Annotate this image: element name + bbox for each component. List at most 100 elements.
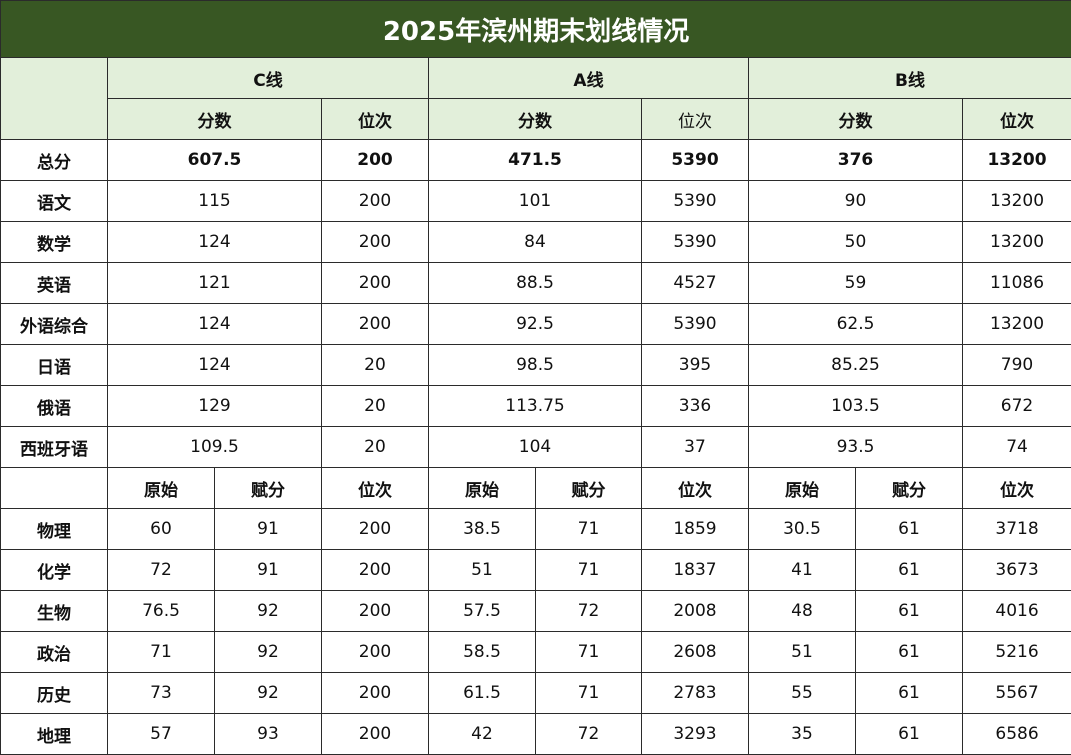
row-label: 历史 <box>1 673 108 714</box>
raw-score-cell: 30.5 <box>749 509 856 550</box>
rank-cell: 3293 <box>642 714 749 755</box>
row-label: 西班牙语 <box>1 427 108 468</box>
score-cell: 104 <box>429 427 642 468</box>
column-header: 赋分 <box>215 468 322 509</box>
rank-cell: 200 <box>322 222 429 263</box>
sub-header-score: 分数 <box>108 99 322 140</box>
scaled-score-cell: 61 <box>856 673 963 714</box>
score-cell: 124 <box>108 345 322 386</box>
scaled-score-cell: 61 <box>856 714 963 755</box>
scaled-score-cell: 61 <box>856 632 963 673</box>
sub-header-rank: 位次 <box>642 99 749 140</box>
rank-cell: 200 <box>322 509 429 550</box>
score-cell: 62.5 <box>749 304 963 345</box>
raw-score-cell: 57.5 <box>429 591 536 632</box>
rank-cell: 5390 <box>642 304 749 345</box>
rank-cell: 13200 <box>963 140 1071 181</box>
rank-cell: 11086 <box>963 263 1071 304</box>
rank-cell: 20 <box>322 427 429 468</box>
score-cell: 129 <box>108 386 322 427</box>
score-cell: 88.5 <box>429 263 642 304</box>
rank-cell: 200 <box>322 181 429 222</box>
row-label: 英语 <box>1 263 108 304</box>
scaled-score-cell: 61 <box>856 591 963 632</box>
rank-cell: 20 <box>322 345 429 386</box>
row-label: 化学 <box>1 550 108 591</box>
raw-score-cell: 73 <box>108 673 215 714</box>
score-cell: 124 <box>108 304 322 345</box>
rank-cell: 200 <box>322 140 429 181</box>
rank-cell: 3673 <box>963 550 1071 591</box>
raw-score-cell: 55 <box>749 673 856 714</box>
row-label: 物理 <box>1 509 108 550</box>
rank-cell: 200 <box>322 591 429 632</box>
score-cell: 98.5 <box>429 345 642 386</box>
group-header-a: A线 <box>429 58 749 99</box>
raw-score-cell: 71 <box>108 632 215 673</box>
score-cell: 85.25 <box>749 345 963 386</box>
column-header: 原始 <box>749 468 856 509</box>
rank-cell: 2783 <box>642 673 749 714</box>
rank-cell: 2008 <box>642 591 749 632</box>
scaled-score-cell: 71 <box>536 632 642 673</box>
blank-cell <box>1 468 108 509</box>
rank-cell: 4527 <box>642 263 749 304</box>
rank-cell: 5567 <box>963 673 1071 714</box>
rank-cell: 672 <box>963 386 1071 427</box>
score-cell: 84 <box>429 222 642 263</box>
rank-cell: 74 <box>963 427 1071 468</box>
rank-cell: 200 <box>322 550 429 591</box>
scaled-score-cell: 92 <box>215 632 322 673</box>
raw-score-cell: 42 <box>429 714 536 755</box>
rank-cell: 200 <box>322 304 429 345</box>
scaled-score-cell: 91 <box>215 509 322 550</box>
scaled-score-cell: 91 <box>215 550 322 591</box>
raw-score-cell: 38.5 <box>429 509 536 550</box>
rank-cell: 20 <box>322 386 429 427</box>
rank-cell: 3718 <box>963 509 1071 550</box>
score-cell: 124 <box>108 222 322 263</box>
score-cell: 50 <box>749 222 963 263</box>
score-cell: 113.75 <box>429 386 642 427</box>
row-label: 数学 <box>1 222 108 263</box>
score-cell: 93.5 <box>749 427 963 468</box>
column-header: 原始 <box>108 468 215 509</box>
corner-cell <box>1 58 108 140</box>
raw-score-cell: 51 <box>749 632 856 673</box>
raw-score-cell: 72 <box>108 550 215 591</box>
rank-cell: 5390 <box>642 140 749 181</box>
raw-score-cell: 76.5 <box>108 591 215 632</box>
group-header-b: B线 <box>749 58 1071 99</box>
row-label: 外语综合 <box>1 304 108 345</box>
column-header: 赋分 <box>536 468 642 509</box>
rank-cell: 6586 <box>963 714 1071 755</box>
rank-cell: 1859 <box>642 509 749 550</box>
raw-score-cell: 48 <box>749 591 856 632</box>
sub-header-score: 分数 <box>429 99 642 140</box>
row-label: 语文 <box>1 181 108 222</box>
score-cell: 376 <box>749 140 963 181</box>
score-cell: 607.5 <box>108 140 322 181</box>
sub-header-rank: 位次 <box>963 99 1071 140</box>
rank-cell: 200 <box>322 673 429 714</box>
rank-cell: 5390 <box>642 181 749 222</box>
scaled-score-cell: 61 <box>856 550 963 591</box>
rank-cell: 200 <box>322 714 429 755</box>
rank-cell: 13200 <box>963 181 1071 222</box>
score-cell: 103.5 <box>749 386 963 427</box>
group-header-c: C线 <box>108 58 429 99</box>
rank-cell: 200 <box>322 263 429 304</box>
sub-header-rank: 位次 <box>322 99 429 140</box>
row-label: 政治 <box>1 632 108 673</box>
rank-cell: 1837 <box>642 550 749 591</box>
